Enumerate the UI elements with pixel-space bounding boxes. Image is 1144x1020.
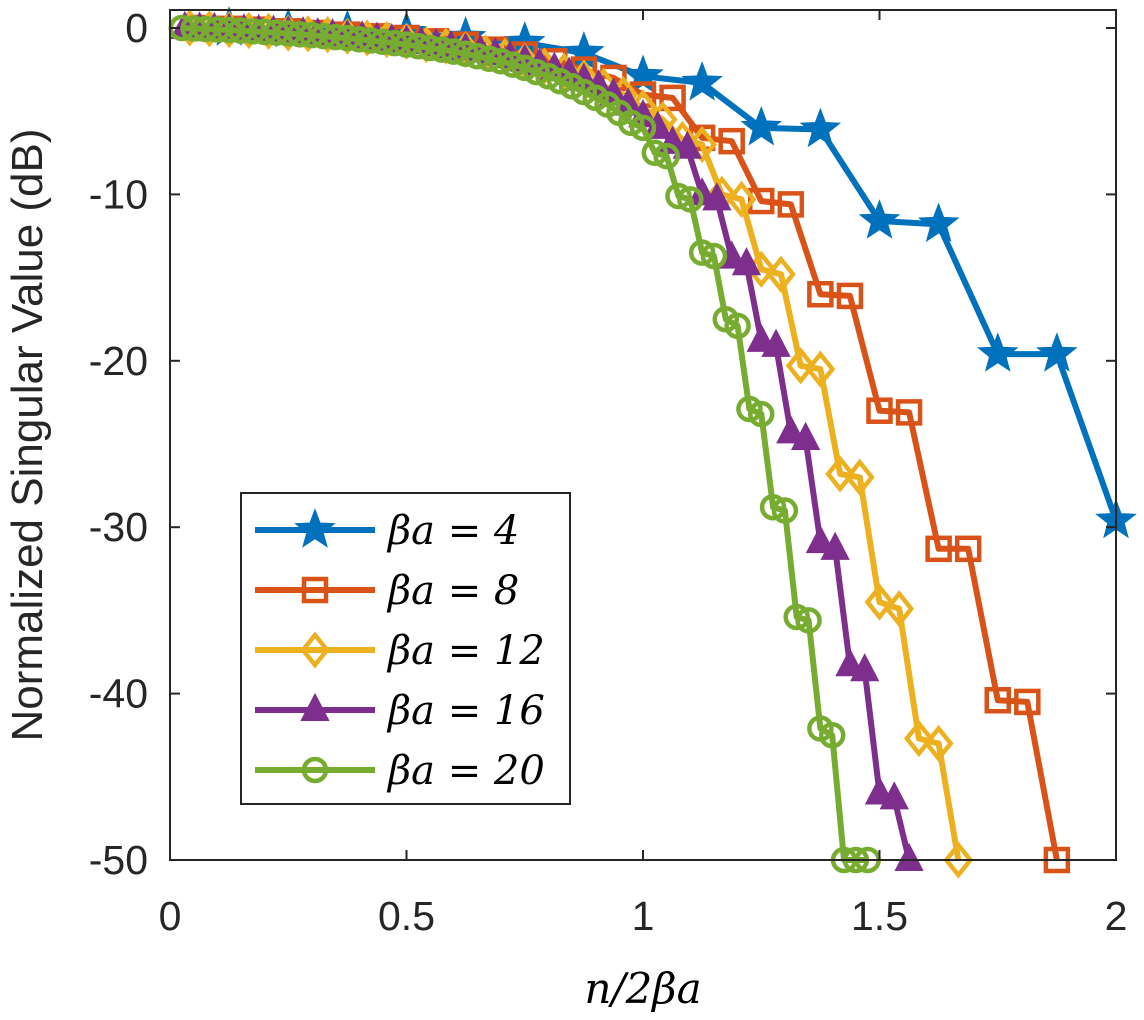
data-point <box>818 721 846 749</box>
data-point <box>702 182 732 211</box>
legend: βa = 4 βa = 8 βa = 12 βa = 16 βa = 20 <box>240 492 571 805</box>
data-point <box>476 45 503 73</box>
data-point <box>428 36 456 63</box>
data-point <box>761 328 791 357</box>
data-point <box>665 182 692 210</box>
x-tick-label: 1 <box>632 893 655 939</box>
data-point <box>740 105 783 146</box>
data-point <box>511 54 538 82</box>
data-point <box>790 421 821 451</box>
data-point <box>917 202 960 242</box>
data-point <box>844 458 875 496</box>
legend-label: βa = 20 <box>386 748 545 794</box>
x-tick-label: 1.5 <box>851 893 908 939</box>
data-point <box>499 51 527 78</box>
data-point <box>805 525 836 554</box>
data-point <box>653 142 680 170</box>
legend-marker <box>301 756 329 784</box>
data-point <box>766 255 796 293</box>
data-point <box>617 109 645 137</box>
data-point <box>1014 688 1041 716</box>
data-point <box>523 58 550 86</box>
x-tick-label: 0.5 <box>378 893 435 939</box>
data-point <box>629 114 657 142</box>
data-point <box>736 395 763 423</box>
data-point <box>864 583 895 621</box>
y-tick-label: -10 <box>89 171 148 217</box>
data-point <box>1036 332 1078 372</box>
legend-label: βa = 16 <box>386 688 545 734</box>
data-point <box>688 239 716 266</box>
legend-marker <box>300 631 330 669</box>
legend-label: βa = 4 <box>386 508 519 554</box>
y-axis-title: Normalized Singular Value (dB) <box>3 128 52 741</box>
data-point <box>464 43 491 70</box>
legend-label: βa = 8 <box>386 568 519 614</box>
data-point <box>440 38 468 65</box>
data-point <box>677 186 704 213</box>
data-point <box>799 107 842 148</box>
legend-marker <box>294 508 336 548</box>
x-axis-title: n/2βa <box>584 964 701 1013</box>
data-point <box>923 724 954 763</box>
data-point <box>487 48 515 75</box>
data-point <box>452 40 479 68</box>
data-point <box>904 719 934 758</box>
data-point <box>718 127 745 155</box>
data-point <box>748 400 775 428</box>
data-point <box>820 531 850 560</box>
data-point <box>925 535 952 563</box>
data-point <box>894 842 924 871</box>
data-point <box>726 180 757 218</box>
data-point <box>884 590 915 628</box>
y-tick-label: 0 <box>125 5 148 51</box>
y-tick-label: -40 <box>89 671 148 717</box>
data-point <box>546 67 574 95</box>
series-circle <box>168 14 881 874</box>
data-point <box>687 125 718 164</box>
data-point <box>681 61 723 101</box>
legend-marker <box>300 692 330 721</box>
data-point <box>785 347 816 385</box>
data-point <box>895 399 923 426</box>
data-point <box>805 350 836 388</box>
data-point <box>850 653 880 682</box>
data-point <box>943 841 974 879</box>
data-point <box>879 781 909 810</box>
legend-marker <box>301 576 329 604</box>
data-point <box>672 130 702 159</box>
data-point <box>535 63 562 90</box>
data-point <box>771 497 799 524</box>
data-point <box>795 607 822 634</box>
data-point <box>659 84 686 112</box>
data-point <box>807 280 834 308</box>
y-tick-label: -50 <box>89 837 148 883</box>
data-point <box>825 455 855 493</box>
x-tick-label: 0 <box>159 893 182 939</box>
legend-label: βa = 12 <box>386 628 545 674</box>
series-layer <box>168 6 1137 879</box>
data-point <box>858 199 901 239</box>
data-point <box>776 415 806 444</box>
y-tick-label: -20 <box>89 338 148 384</box>
data-point <box>724 312 751 340</box>
data-point <box>777 191 805 218</box>
data-point <box>700 242 728 270</box>
data-point <box>641 139 669 167</box>
y-axis: 0 -10 -20 -30 -40 -50 <box>89 5 1116 883</box>
x-tick-label: 2 <box>1105 893 1128 939</box>
data-point <box>759 493 787 521</box>
data-point <box>783 603 810 631</box>
data-point <box>954 535 982 563</box>
x-axis: 0 0.5 1 1.5 2 <box>159 10 1128 939</box>
data-point <box>984 687 1011 714</box>
data-point <box>836 282 864 310</box>
data-point <box>866 397 893 424</box>
data-point <box>731 247 762 276</box>
y-tick-label: -30 <box>89 504 148 550</box>
data-point <box>976 332 1019 372</box>
